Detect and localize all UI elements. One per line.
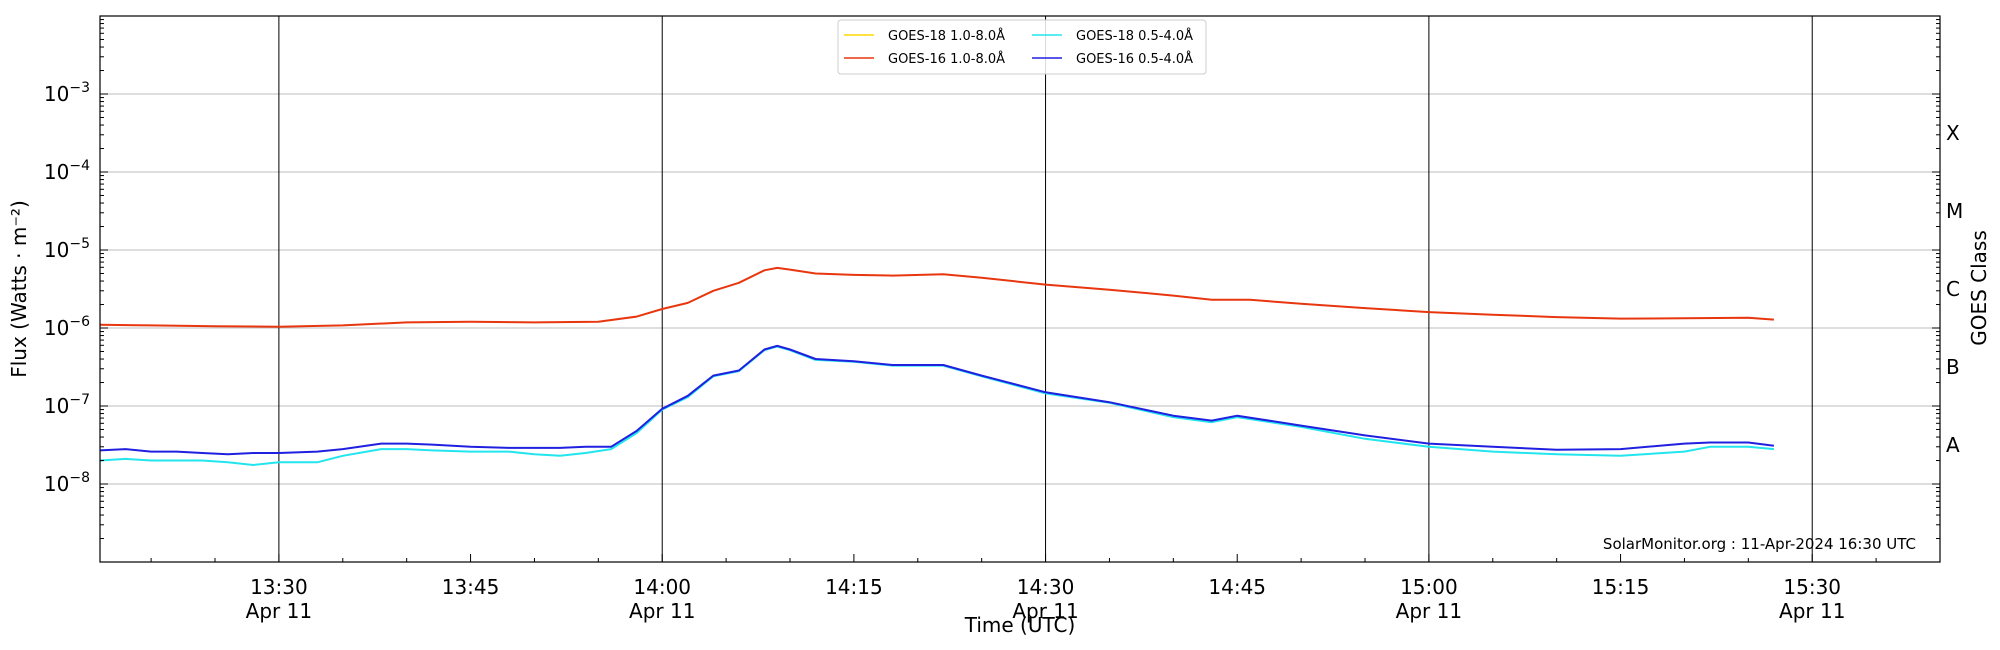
x-tick-label: 13:45 — [442, 575, 500, 599]
legend-label: GOES-18 0.5-4.0Å — [1076, 28, 1193, 44]
goes-class-label: B — [1946, 355, 1960, 379]
x-tick-date-label: Apr 11 — [1396, 599, 1462, 623]
y-tick-label: 10−8 — [44, 470, 90, 496]
x-tick-date-label: Apr 11 — [1779, 599, 1845, 623]
legend: GOES-18 1.0-8.0Å GOES-16 1.0-8.0Å GOES-18 … — [837, 19, 1207, 75]
x-tick-label: 14:15 — [825, 575, 883, 599]
y-tick-label: 10−5 — [44, 236, 90, 262]
x-tick-label: 14:00 — [633, 575, 691, 599]
legend-label: GOES-16 1.0-8.0Å — [888, 51, 1005, 67]
plot-frame — [99, 15, 1941, 563]
legend-box — [837, 19, 1207, 75]
source-watermark: SolarMonitor.org : 11-Apr-2024 16:30 UTC — [1603, 535, 1916, 553]
x-tick-label: 15:00 — [1400, 575, 1458, 599]
goes-class-axis-title: GOES Class — [1967, 230, 1991, 346]
y-axis-title: Flux (Watts · m⁻²) — [7, 200, 31, 378]
series-line — [99, 266, 1774, 328]
x-tick-date-label: Apr 11 — [1012, 599, 1078, 623]
y-tick-label: 10−3 — [44, 80, 90, 106]
flux-series — [99, 266, 1775, 466]
goes-class-label: A — [1946, 433, 1960, 457]
goes-class-label: C — [1946, 277, 1960, 301]
x-tick-label: 14:45 — [1208, 575, 1266, 599]
x-tick-date-label: Apr 11 — [246, 599, 312, 623]
legend-label: GOES-18 1.0-8.0Å — [888, 28, 1005, 44]
y-tick-label: 10−4 — [44, 158, 90, 184]
x-tick-label: 14:30 — [1017, 575, 1075, 599]
goes-class-labels: A B C M X — [1946, 121, 1963, 457]
x-tick-label: 13:30 — [250, 575, 308, 599]
x-tick-date-label: Apr 11 — [629, 599, 695, 623]
goes-class-label: X — [1946, 121, 1960, 145]
x-axis-title: Time (UTC) — [964, 613, 1076, 637]
y-tick-label: 10−6 — [44, 314, 90, 340]
goes-class-label: M — [1946, 199, 1963, 223]
x-tick-label: 15:15 — [1592, 575, 1650, 599]
grid-lines — [100, 93, 1940, 485]
series-line — [99, 344, 1775, 456]
time-marker-lines — [278, 16, 1813, 562]
y-tick-label: 10−7 — [44, 392, 90, 418]
legend-label: GOES-16 0.5-4.0Å — [1076, 51, 1193, 67]
y-axis-ticks: 10−8 10−7 10−6 10−5 10−4 10−3 — [44, 19, 1940, 540]
x-tick-label: 15:30 — [1783, 575, 1841, 599]
